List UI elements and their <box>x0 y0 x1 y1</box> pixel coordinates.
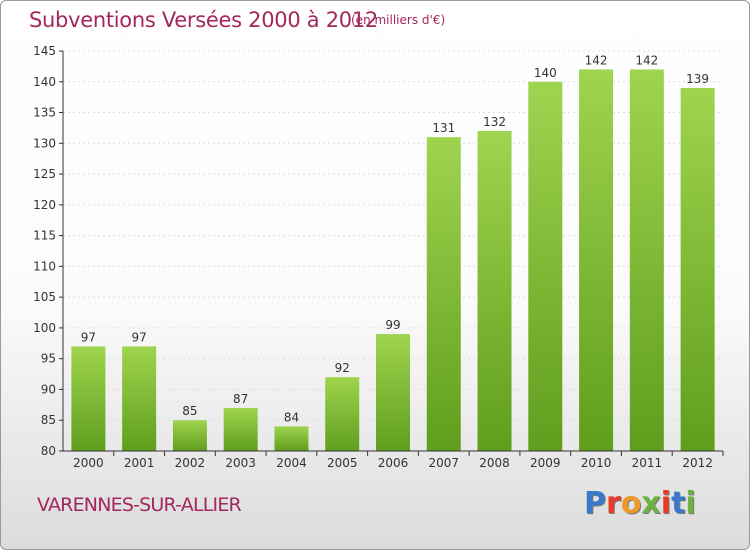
chart-unit-label: (en milliers d'€) <box>351 13 446 27</box>
x-tick-label: 2007 <box>428 456 459 470</box>
x-tick-label: 2004 <box>276 456 307 470</box>
bar-2006 <box>376 334 410 451</box>
data-label: 140 <box>534 66 557 80</box>
bar-2010 <box>579 69 614 451</box>
data-label: 139 <box>686 72 709 86</box>
data-label: 99 <box>385 318 400 332</box>
bar-2003 <box>223 407 258 451</box>
commune-name: VARENNES-SUR-ALLIER <box>37 494 242 516</box>
y-tick-label: 145 <box>33 44 56 58</box>
bar-2005 <box>325 377 360 451</box>
bar-2011 <box>629 69 664 451</box>
axes: 80 85 90 95 100 105 110 115 120 125 130 135 140 145 20… <box>33 44 724 470</box>
data-label: 85 <box>182 404 197 418</box>
x-tick-label: 2001 <box>124 456 155 470</box>
proxiti-logo: Proxiti <box>584 486 696 521</box>
x-tick-label: 2003 <box>225 456 256 470</box>
logo-letter: o <box>620 486 642 521</box>
y-tick-label: 100 <box>33 321 56 335</box>
data-label: 97 <box>81 330 96 344</box>
logo-letter: i <box>660 486 672 521</box>
y-tick-label: 90 <box>41 382 56 396</box>
x-tick-label: 2009 <box>530 456 561 470</box>
y-tick-label: 130 <box>33 136 56 150</box>
y-tick-label: 120 <box>33 198 56 212</box>
chart-title: Subventions Versées 2000 à 2012 <box>29 8 378 32</box>
y-tick-label: 140 <box>33 75 56 89</box>
bar-2000 <box>71 346 106 451</box>
x-tick-label: 2008 <box>479 456 510 470</box>
bar-2004 <box>274 426 309 451</box>
y-tick-label: 115 <box>33 229 56 243</box>
y-tick-label: 95 <box>41 352 56 366</box>
data-label: 97 <box>132 330 147 344</box>
x-tick-label: 2000 <box>73 456 104 470</box>
x-tick-label: 2010 <box>581 456 612 470</box>
bar-2012 <box>680 87 715 451</box>
data-label: 142 <box>585 53 608 67</box>
bar-2002 <box>172 420 207 451</box>
x-tick-label: 2011 <box>632 456 663 470</box>
bars <box>71 69 715 452</box>
y-tick-label: 110 <box>33 259 56 273</box>
bar-2009 <box>528 81 563 452</box>
y-tick-label: 135 <box>33 106 56 120</box>
data-labels: 97 97 85 87 84 92 99 131 132 140 142 142 139 <box>81 53 709 424</box>
y-tick-label: 105 <box>33 290 56 304</box>
data-label: 142 <box>635 53 658 67</box>
bar-2007 <box>426 137 461 451</box>
x-tick-label: 2005 <box>327 456 358 470</box>
logo-letter: P <box>584 486 606 521</box>
logo-letter: i <box>685 486 696 521</box>
logo-letter: t <box>671 486 686 521</box>
data-label: 87 <box>233 392 248 406</box>
data-label: 92 <box>335 361 350 375</box>
data-label: 84 <box>284 410 299 424</box>
data-label: 132 <box>483 115 506 129</box>
data-label: 131 <box>432 121 455 135</box>
y-tick-label: 85 <box>41 413 56 427</box>
x-tick-label: 2002 <box>175 456 206 470</box>
y-tick-label: 80 <box>41 444 56 458</box>
logo-letter: r <box>606 486 621 521</box>
bar-2001 <box>122 346 157 451</box>
logo-letter: x <box>641 486 661 521</box>
bar-2008 <box>477 131 512 451</box>
x-tick-label: 2006 <box>378 456 409 470</box>
x-tick-label: 2012 <box>682 456 713 470</box>
y-tick-label: 125 <box>33 167 56 181</box>
